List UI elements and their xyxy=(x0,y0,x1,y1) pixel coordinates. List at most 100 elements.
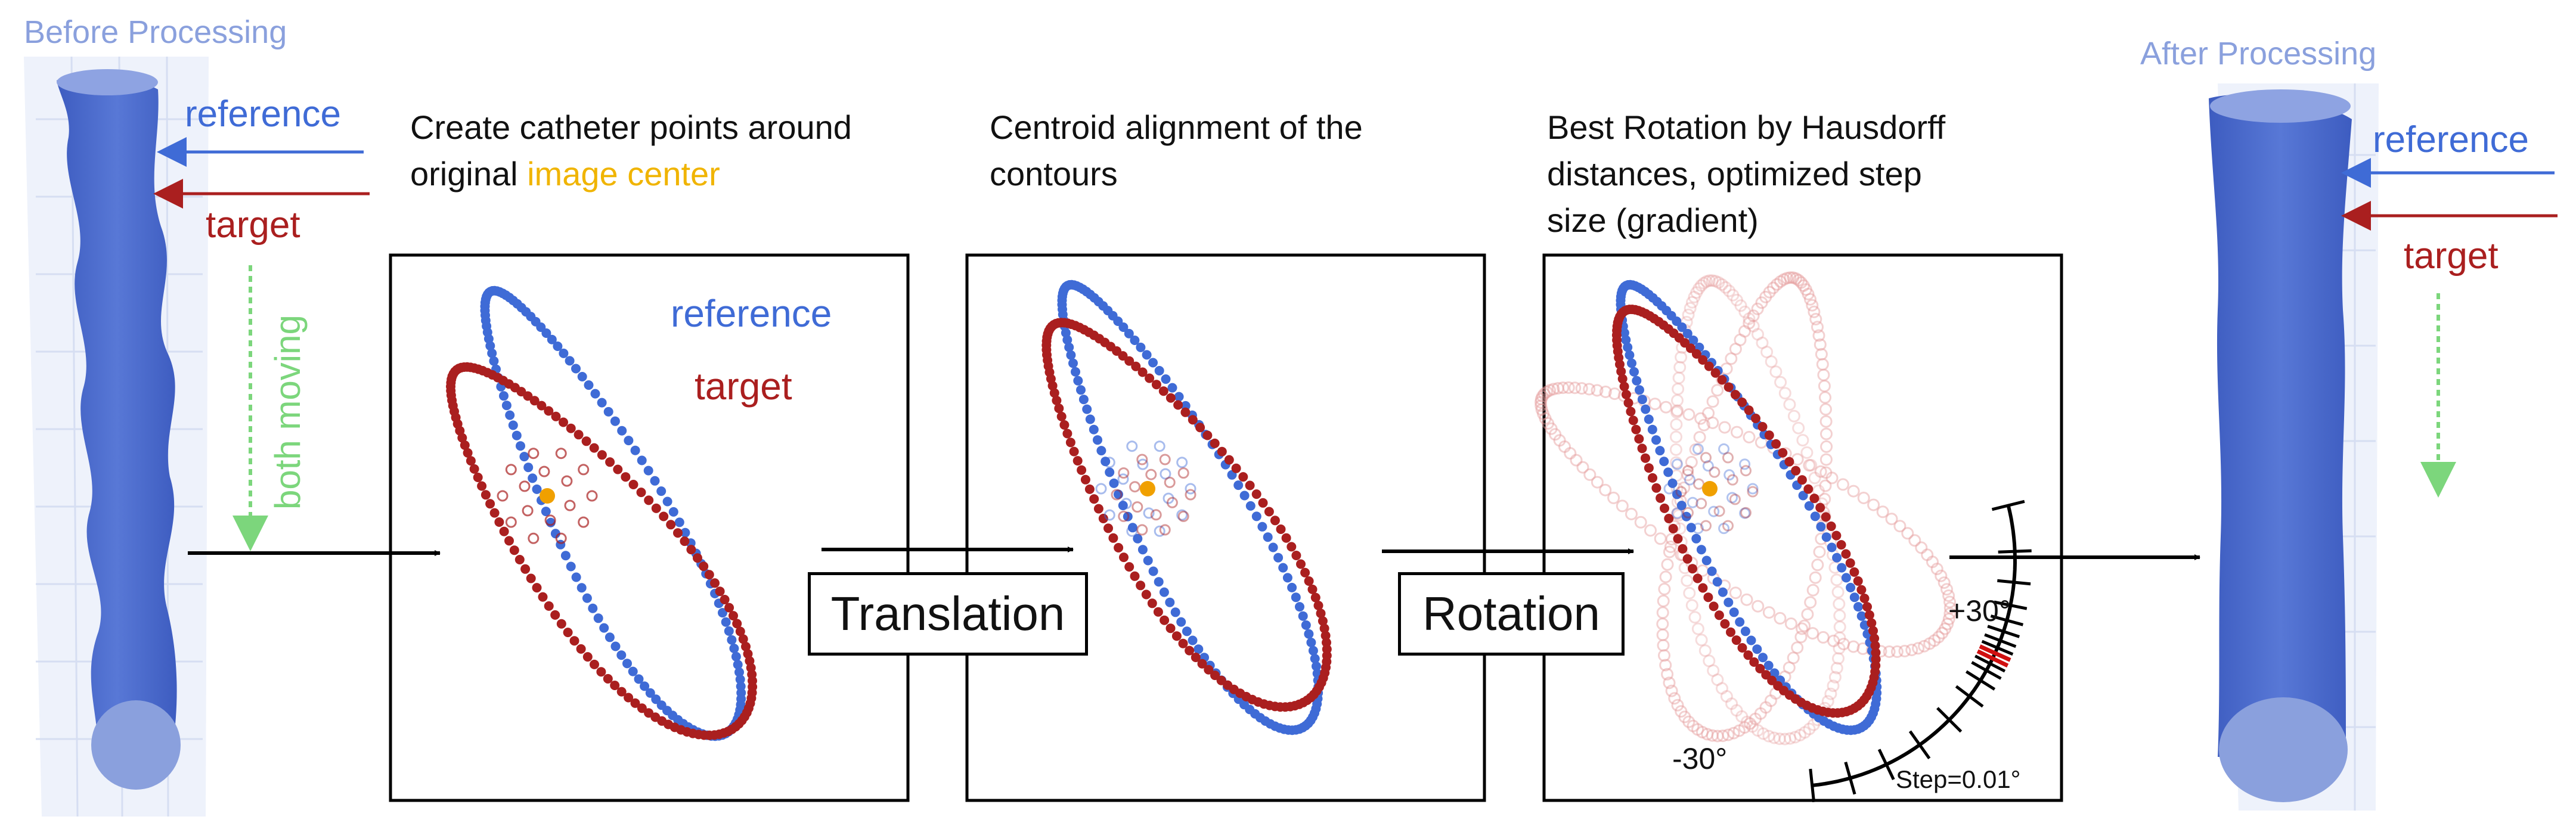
contour-dot xyxy=(1743,312,1756,325)
catheter-point xyxy=(1145,468,1157,480)
contour-dot xyxy=(1885,513,1898,526)
contour-dot xyxy=(1672,383,1685,396)
contour-dot xyxy=(1935,569,1948,582)
contour-dot xyxy=(1658,582,1671,595)
contour-dot xyxy=(1136,580,1146,591)
contour-dot xyxy=(489,508,500,518)
contour-dot xyxy=(680,527,690,538)
contour-dot xyxy=(1712,577,1722,587)
step1-caption-line2: original image center xyxy=(410,151,947,197)
contour-dot xyxy=(1837,638,1850,651)
contour-dot xyxy=(1304,629,1314,639)
contour-dot xyxy=(1701,728,1714,741)
contour-dot xyxy=(628,480,638,489)
contour-dot xyxy=(1794,276,1808,289)
contour-dot xyxy=(1691,622,1704,635)
contour-dot xyxy=(1930,563,1943,576)
contour-dot xyxy=(1318,616,1328,626)
contour-dot xyxy=(547,334,557,344)
contour-dot xyxy=(1239,490,1250,501)
contour-dot xyxy=(1694,412,1707,425)
contour-dot xyxy=(1831,585,1845,598)
contour-dot xyxy=(599,623,609,633)
contour-dot xyxy=(1815,502,1825,513)
contour-dot xyxy=(1830,573,1843,586)
contour-dot xyxy=(1678,710,1691,724)
contour-dot xyxy=(1665,684,1678,697)
contour-dot xyxy=(1812,329,1825,342)
contour-dot xyxy=(523,462,534,473)
contour-dot xyxy=(1655,446,1665,456)
contour-dot xyxy=(1682,554,1692,564)
catheter-point xyxy=(1709,466,1721,478)
contour-dot xyxy=(1217,446,1227,457)
contour-dot xyxy=(718,608,727,618)
contour-dot xyxy=(1105,467,1115,477)
contour-dot xyxy=(1540,386,1553,399)
contour-dot xyxy=(1068,358,1078,368)
scale-tick xyxy=(1877,749,1895,780)
contour-dot xyxy=(1820,440,1833,453)
contour-dot xyxy=(1747,319,1760,333)
contour-dot xyxy=(1268,542,1278,552)
step2-catheter-points-target xyxy=(1111,454,1196,536)
contour-dot xyxy=(1849,592,1859,603)
contour-dot xyxy=(1716,729,1729,743)
contour-dot xyxy=(1210,670,1220,681)
contour-dot xyxy=(466,456,476,466)
contour-dot xyxy=(1089,424,1099,434)
contour-dot xyxy=(605,457,615,467)
contour-dot xyxy=(636,488,646,498)
contour-dot xyxy=(1148,566,1158,576)
contour-dot xyxy=(1133,533,1143,544)
contour-dot xyxy=(1553,434,1566,447)
step1-caption-prefix: original xyxy=(410,155,528,193)
contour-dot xyxy=(1176,617,1186,627)
contour-dot xyxy=(1778,732,1791,746)
contour-dot xyxy=(1109,478,1119,488)
contour-dot xyxy=(1711,673,1724,686)
contour-dot xyxy=(1798,726,1811,739)
contour-dot xyxy=(1634,434,1644,444)
contour-dot xyxy=(1693,431,1706,444)
catheter-point xyxy=(528,532,540,544)
contour-dot xyxy=(1536,390,1549,403)
contour-dot xyxy=(1755,663,1765,673)
catheter-point xyxy=(1687,496,1698,508)
contour-dot xyxy=(1098,514,1108,523)
contour-dot xyxy=(1656,606,1669,619)
catheter-point xyxy=(1111,489,1123,501)
contour-dot xyxy=(1821,695,1834,708)
scale-tick-selected xyxy=(1976,649,2009,668)
contour-dot xyxy=(1142,350,1152,360)
step3-caption-line3: size (gradient) xyxy=(1547,201,1759,239)
contour-dot xyxy=(1258,498,1268,508)
contour-dot xyxy=(1711,384,1724,397)
contour-dot xyxy=(1651,435,1661,445)
contour-dot xyxy=(1740,626,1750,637)
contour-dot xyxy=(1695,279,1708,292)
catheter-point xyxy=(1176,509,1188,521)
contour-dot xyxy=(1685,599,1698,612)
contour-dot xyxy=(1773,732,1786,746)
contour-dot xyxy=(1631,424,1641,434)
contour-dot xyxy=(1238,472,1248,482)
catheter-point xyxy=(1726,474,1738,486)
contour-dot xyxy=(734,719,744,729)
contour-dot xyxy=(1698,355,1708,365)
scale-tick-selected xyxy=(1979,644,2011,662)
contour-dot xyxy=(1717,375,1727,385)
contour-dot xyxy=(1765,355,1778,368)
contour-dot xyxy=(1673,534,1683,544)
contour-dot xyxy=(569,636,579,646)
contour-dot xyxy=(1743,316,1756,330)
contour-dot xyxy=(1661,558,1674,571)
contour-dot xyxy=(1706,395,1719,408)
contour-dot xyxy=(1800,446,1814,459)
contour-dot xyxy=(1608,387,1621,401)
contour-dot xyxy=(1859,721,1870,731)
contour-dot xyxy=(1759,701,1772,714)
contour-dot xyxy=(1103,523,1113,533)
contour-dot xyxy=(1759,290,1772,303)
contour-dot xyxy=(519,452,529,462)
